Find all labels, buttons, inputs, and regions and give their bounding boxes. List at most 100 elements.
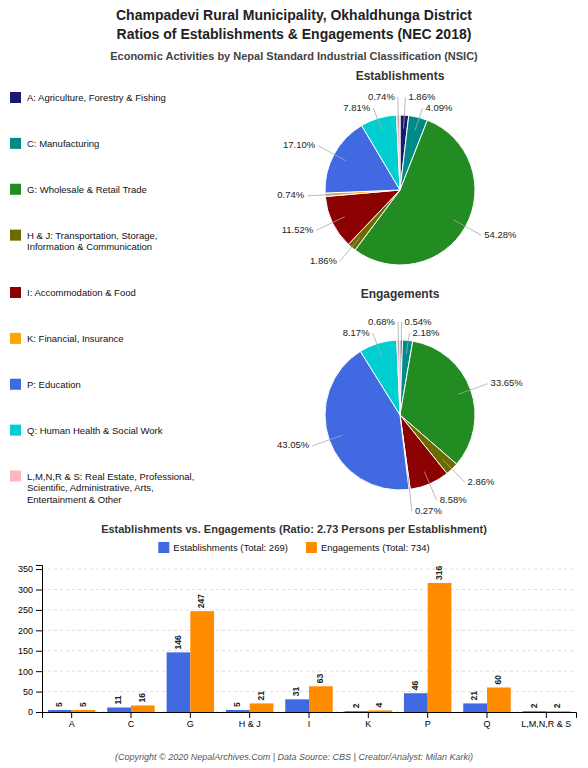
tick-label: 150 <box>18 646 33 656</box>
legend-label: P: Education <box>27 379 81 390</box>
legend-swatch <box>10 92 21 103</box>
tick-label: C <box>128 719 135 729</box>
data-label: 4 <box>374 702 384 707</box>
tick-label: 50 <box>23 687 33 697</box>
bar <box>131 705 155 712</box>
legend-label: Establishments (Total: 269) <box>173 542 288 553</box>
bar-title: Establishments vs. Engagements (Ratio: 2… <box>101 523 487 535</box>
bar <box>226 710 250 712</box>
data-label: 46 <box>410 680 420 690</box>
tick: 150 <box>18 646 42 656</box>
chart-root: Champadevi Rural Municipality, Okhaldhun… <box>0 0 588 768</box>
leader-line <box>373 333 382 356</box>
grid-line <box>42 630 576 631</box>
text-line: Champadevi Rural Municipality, Okhaldhun… <box>116 7 472 23</box>
axis-line <box>36 566 43 713</box>
data-label: 60 <box>493 675 503 685</box>
text-line: K: Financial, Insurance <box>27 333 124 344</box>
text-line: Information & Communication <box>27 241 152 252</box>
leader-line <box>401 322 403 353</box>
text-line: Q: Human Health & Social Work <box>27 425 163 436</box>
tick-mark <box>190 712 191 718</box>
text-line: Entertainment & Other <box>27 494 122 505</box>
leader-line <box>443 459 465 482</box>
legend-label: A: Agriculture, Forestry & Fishing <box>27 92 166 103</box>
data-label: 63 <box>315 674 325 684</box>
data-label: 4.09% <box>426 102 453 113</box>
pie-title: Establishments <box>356 69 445 83</box>
data-label: 146 <box>173 635 183 649</box>
pie-title: Engagements <box>361 287 440 301</box>
text-line: Ratios of Establishments & Engagements (… <box>117 26 472 42</box>
legend-label: G: Wholesale & Retail Trade <box>27 184 147 195</box>
legend-swatch <box>10 425 21 436</box>
bar <box>167 652 191 712</box>
bar <box>285 699 309 712</box>
tick: 50 <box>23 687 42 697</box>
tick-mark <box>487 712 488 718</box>
tick-label: 300 <box>18 585 33 595</box>
text-line: C: Manufacturing <box>27 138 99 149</box>
legend-swatch <box>10 379 21 390</box>
tick-mark <box>309 712 310 718</box>
data-label: 8.58% <box>440 494 467 505</box>
text-line: G: Wholesale & Retail Trade <box>27 184 147 195</box>
tick-label: L,M,N,R & S <box>521 719 571 729</box>
legend-label: C: Manufacturing <box>27 138 99 149</box>
tick-label: G <box>187 719 194 729</box>
x-axis: ACGH & JIKPQL,M,N,R & S <box>43 712 577 729</box>
data-label: 0.74% <box>277 189 304 200</box>
bar <box>404 693 428 712</box>
leader-line <box>316 217 344 231</box>
leader-line <box>415 108 423 130</box>
grid-line <box>42 609 576 610</box>
legend-swatch <box>10 184 21 195</box>
data-label: 0.74% <box>368 91 395 102</box>
legend-swatch <box>10 471 21 482</box>
tick-mark <box>36 630 42 631</box>
bar <box>309 686 333 712</box>
bar <box>107 708 131 712</box>
legend-label: H & J: Transportation, Storage,Informati… <box>27 230 157 253</box>
legend-label: I: Accommodation & Food <box>27 287 136 298</box>
tick-mark <box>36 712 42 713</box>
bar <box>190 611 214 712</box>
data-label: 5 <box>78 702 88 707</box>
data-label: 11.52% <box>282 224 314 235</box>
data-label: 1.86% <box>310 255 337 266</box>
bar <box>463 703 487 712</box>
tick: 0 <box>28 707 42 717</box>
tick-mark <box>36 692 42 693</box>
data-label: 21 <box>469 691 479 701</box>
data-label: 2 <box>351 703 361 708</box>
bar <box>72 710 96 712</box>
data-label: 16 <box>137 693 147 703</box>
data-label: 2 <box>529 703 539 708</box>
legend-swatch <box>10 287 21 298</box>
bar <box>487 688 511 713</box>
tick: 200 <box>18 626 42 636</box>
annotation: (Copyright © 2020 NepalArchives.Com | Da… <box>115 752 473 762</box>
text-line: L,M,N,R & S: Real Estate, Professional, <box>27 471 194 482</box>
tick-mark <box>368 712 369 718</box>
subtitle: Economic Activities by Nepal Standard In… <box>110 50 478 62</box>
data-label: 43.05% <box>277 439 310 450</box>
legend-label: Engagements (Total: 734) <box>321 542 430 553</box>
tick-label: P <box>425 719 431 729</box>
pie: 1.86%4.09%54.28%1.86%11.52%0.74%17.10%7.… <box>277 91 517 266</box>
legend-swatch <box>306 542 317 553</box>
data-labels: 51114653124621251624721634316602 <box>54 566 562 709</box>
leader-line <box>458 384 488 395</box>
tick-label: H & J <box>239 719 261 729</box>
data-label: 31 <box>291 687 301 697</box>
tick-label: A <box>69 719 75 729</box>
tick-label: 200 <box>18 626 33 636</box>
legend-swatch <box>10 230 21 241</box>
pie: 0.54%2.18%33.65%2.86%8.58%0.27%43.05%8.1… <box>277 316 523 516</box>
grid-line <box>42 589 576 590</box>
legend-label: K: Financial, Insurance <box>27 333 124 344</box>
title: Champadevi Rural Municipality, Okhaldhun… <box>116 7 472 42</box>
tick: G <box>187 712 194 729</box>
data-label: 316 <box>434 566 444 580</box>
data-label: 0.68% <box>368 316 395 327</box>
